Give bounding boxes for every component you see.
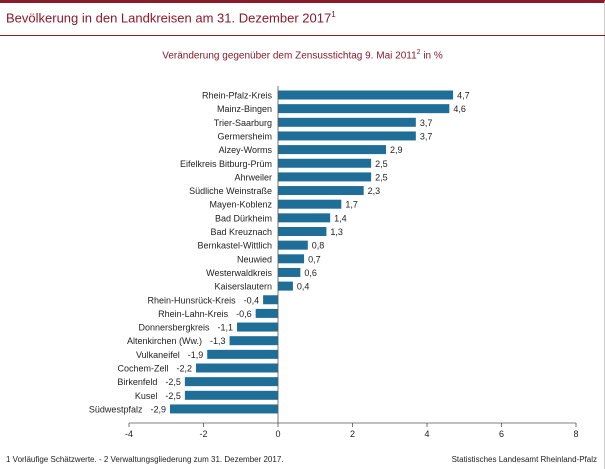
bar xyxy=(278,227,327,236)
bar xyxy=(278,145,387,155)
bar xyxy=(278,199,342,209)
value-label: -1,1 xyxy=(218,323,234,333)
bar xyxy=(184,377,278,387)
bar xyxy=(278,131,416,141)
category-label: Bad Kreuznach xyxy=(210,227,272,237)
value-label: -2,5 xyxy=(165,391,181,401)
category-label: Rhein-Pfalz-Kreis xyxy=(202,91,273,101)
value-label: 2,5 xyxy=(375,159,388,169)
bar xyxy=(278,240,308,250)
bar xyxy=(278,117,416,127)
value-label: 3,7 xyxy=(420,118,433,128)
x-tick-label: 6 xyxy=(499,429,504,439)
category-label: Neuwied xyxy=(237,254,272,264)
bar xyxy=(255,308,278,318)
x-tick-label: 2 xyxy=(350,429,355,439)
value-label: 0,6 xyxy=(304,268,317,278)
category-label: Westerwaldkreis xyxy=(206,268,272,278)
bar xyxy=(278,267,301,277)
value-label: 2,3 xyxy=(368,186,381,196)
value-label: -2,5 xyxy=(165,377,181,387)
value-label: 4,7 xyxy=(457,91,470,101)
category-label: Alzey-Worms xyxy=(219,145,273,155)
category-label: Trier-Saarburg xyxy=(214,118,272,128)
bar xyxy=(278,104,450,114)
bar xyxy=(229,336,278,346)
bar xyxy=(278,213,331,223)
category-label: Mainz-Bingen xyxy=(217,104,272,114)
value-label: -2,9 xyxy=(150,404,166,414)
value-label: 1,3 xyxy=(330,227,343,237)
category-label: Rhein-Hunsrück-Kreis xyxy=(148,295,237,305)
value-label: 0,4 xyxy=(297,282,310,292)
category-label: Vulkaneifel xyxy=(136,350,180,360)
category-label: Eifelkreis Bitburg-Prüm xyxy=(180,159,272,169)
bar xyxy=(196,363,278,373)
category-label: Ahrweiler xyxy=(234,172,272,182)
category-label: Mayen-Koblenz xyxy=(209,200,272,210)
value-label: -0,4 xyxy=(244,295,260,305)
subtitle-unit: in % xyxy=(423,50,443,62)
x-tick-label: 0 xyxy=(275,429,280,439)
bar xyxy=(278,254,305,264)
category-label: Kusel xyxy=(135,391,158,401)
category-label: Kaiserslautern xyxy=(214,282,272,292)
bar xyxy=(263,295,278,305)
bar xyxy=(278,90,454,100)
x-tick-label: -4 xyxy=(125,429,133,439)
value-label: -1,9 xyxy=(188,350,204,360)
category-label: Germersheim xyxy=(217,131,272,141)
value-label: -0,6 xyxy=(236,309,252,319)
bar xyxy=(169,404,278,414)
footnote: 1 Vorläufige Schätzwerte. - 2 Verwaltung… xyxy=(6,455,284,464)
category-label: Bad Dürkheim xyxy=(215,213,272,223)
bar xyxy=(278,186,364,196)
bar xyxy=(207,349,278,359)
x-tick-label: -2 xyxy=(199,429,207,439)
value-label: 2,9 xyxy=(390,145,403,155)
value-label: -1,3 xyxy=(210,336,226,346)
category-label: Altenkirchen (Ww.) xyxy=(127,336,202,346)
category-label: Südwestpfalz xyxy=(89,404,143,414)
bar xyxy=(278,172,372,182)
source-note: Statistisches Landesamt Rheinland-Pfalz xyxy=(451,455,597,464)
value-label: 3,7 xyxy=(420,131,433,141)
bar xyxy=(184,390,278,400)
category-label: Donnersbergkreis xyxy=(138,323,210,333)
category-label: Bernkastel-Wittlich xyxy=(197,241,272,251)
value-label: 2,5 xyxy=(375,172,388,182)
value-label: 0,7 xyxy=(308,254,321,264)
value-label: 4,6 xyxy=(453,104,466,114)
category-label: Birkenfeld xyxy=(117,377,157,387)
category-label: Cochem-Zell xyxy=(118,364,169,374)
value-label: 1,7 xyxy=(345,200,358,210)
x-tick-label: 4 xyxy=(424,429,429,439)
value-label: 1,4 xyxy=(334,213,347,223)
category-label: Rhein-Lahn-Kreis xyxy=(158,309,229,319)
x-tick-label: 8 xyxy=(573,429,578,439)
page-title: Bevölkerung in den Landkreisen am 31. De… xyxy=(6,10,336,26)
bar xyxy=(237,322,278,332)
title-divider xyxy=(0,35,605,36)
title-footnote-mark: 1 xyxy=(331,10,336,19)
subtitle-footnote-mark: 2 xyxy=(416,49,421,56)
chart-subtitle: Veränderung gegenüber dem Zensusstichtag… xyxy=(162,49,443,62)
bar xyxy=(278,281,293,291)
category-label: Südliche Weinstraße xyxy=(189,186,272,196)
value-label: 0,8 xyxy=(312,241,325,251)
value-label: -2,2 xyxy=(177,364,193,374)
bar xyxy=(278,158,372,168)
